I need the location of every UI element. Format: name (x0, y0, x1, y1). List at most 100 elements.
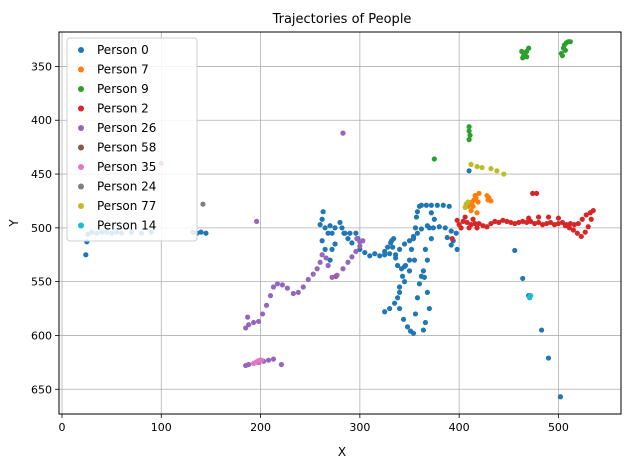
data-point (203, 230, 209, 236)
data-point (372, 251, 378, 257)
data-point (246, 361, 252, 368)
data-point (200, 201, 206, 207)
data-point (464, 219, 470, 226)
data-point (274, 281, 281, 287)
legend-label: Person 26 (97, 121, 156, 135)
legend-marker (78, 105, 84, 112)
legend-label: Person 77 (97, 199, 156, 213)
data-point (534, 190, 540, 197)
x-tick-label: 300 (349, 421, 370, 434)
data-point (421, 274, 427, 280)
data-point (396, 284, 403, 290)
data-point (465, 199, 471, 205)
data-point (411, 257, 418, 263)
data-point (494, 168, 500, 174)
data-point (406, 257, 413, 263)
data-point (270, 356, 277, 362)
data-point (327, 257, 333, 263)
legend-label: Person 7 (97, 63, 149, 77)
data-point (436, 224, 442, 230)
y-tick-label: 450 (31, 168, 52, 181)
data-point (571, 222, 577, 228)
legend-label: Person 0 (97, 43, 149, 57)
data-point (535, 214, 542, 220)
data-point (396, 305, 403, 312)
y-tick-label: 650 (31, 383, 52, 396)
data-point (488, 220, 494, 227)
data-point (390, 244, 396, 250)
data-point (475, 199, 481, 205)
data-point (472, 220, 478, 227)
data-point (317, 259, 323, 265)
data-point (468, 222, 474, 228)
data-point (323, 255, 329, 261)
data-point (454, 246, 460, 252)
data-point (314, 266, 320, 272)
data-point (476, 190, 482, 197)
data-point (387, 305, 393, 312)
data-point (479, 164, 485, 171)
data-point (284, 285, 290, 291)
data-point (583, 212, 589, 218)
data-point (347, 230, 353, 236)
data-point (512, 247, 518, 254)
data-point (428, 236, 434, 242)
data-point (396, 289, 403, 296)
data-point (322, 225, 328, 231)
data-point (466, 168, 472, 174)
data-point (539, 222, 546, 228)
legend-label: Person 9 (97, 82, 149, 96)
data-point (570, 227, 576, 233)
data-point (422, 319, 428, 326)
data-point (83, 252, 89, 258)
data-point (385, 244, 391, 250)
data-point (428, 210, 434, 216)
data-point (555, 220, 562, 227)
data-point (245, 314, 251, 320)
data-point (559, 53, 566, 59)
data-point (474, 163, 480, 170)
data-point (488, 166, 494, 172)
data-point (524, 219, 530, 226)
data-point (480, 223, 486, 229)
x-tick-label: 500 (548, 421, 569, 434)
data-point (474, 210, 480, 216)
chart-title: Trajectories of People (272, 12, 412, 27)
data-point (401, 241, 408, 247)
data-point (325, 262, 331, 269)
data-point (341, 230, 347, 236)
y-tick-label: 400 (31, 114, 52, 127)
data-point (418, 202, 425, 208)
data-point (526, 45, 532, 51)
data-point (470, 203, 476, 209)
x-tick-label: 400 (449, 421, 470, 434)
data-point (590, 208, 596, 214)
data-point (394, 262, 401, 269)
data-point (504, 218, 510, 224)
data-point (349, 240, 355, 246)
legend: Person 0 Person 7 Person 9 Person 2 Person 2… (66, 37, 198, 242)
data-point (485, 197, 491, 203)
data-point (412, 225, 419, 231)
data-point (460, 218, 466, 224)
data-point (467, 132, 473, 138)
data-point (325, 230, 331, 236)
data-point (567, 39, 573, 45)
legend-label: Person 35 (97, 160, 156, 174)
data-point (251, 319, 257, 326)
data-point (270, 284, 277, 290)
data-point (516, 219, 522, 226)
data-point (468, 161, 474, 167)
data-point (382, 309, 388, 315)
data-point (566, 225, 572, 231)
data-point (410, 330, 417, 336)
data-point (508, 219, 514, 226)
data-point (340, 266, 346, 272)
data-point (530, 190, 536, 197)
data-point (413, 214, 420, 220)
data-point (431, 156, 437, 162)
data-point (290, 290, 296, 297)
data-point (448, 242, 454, 248)
data-point (334, 272, 340, 278)
data-point (317, 222, 323, 228)
